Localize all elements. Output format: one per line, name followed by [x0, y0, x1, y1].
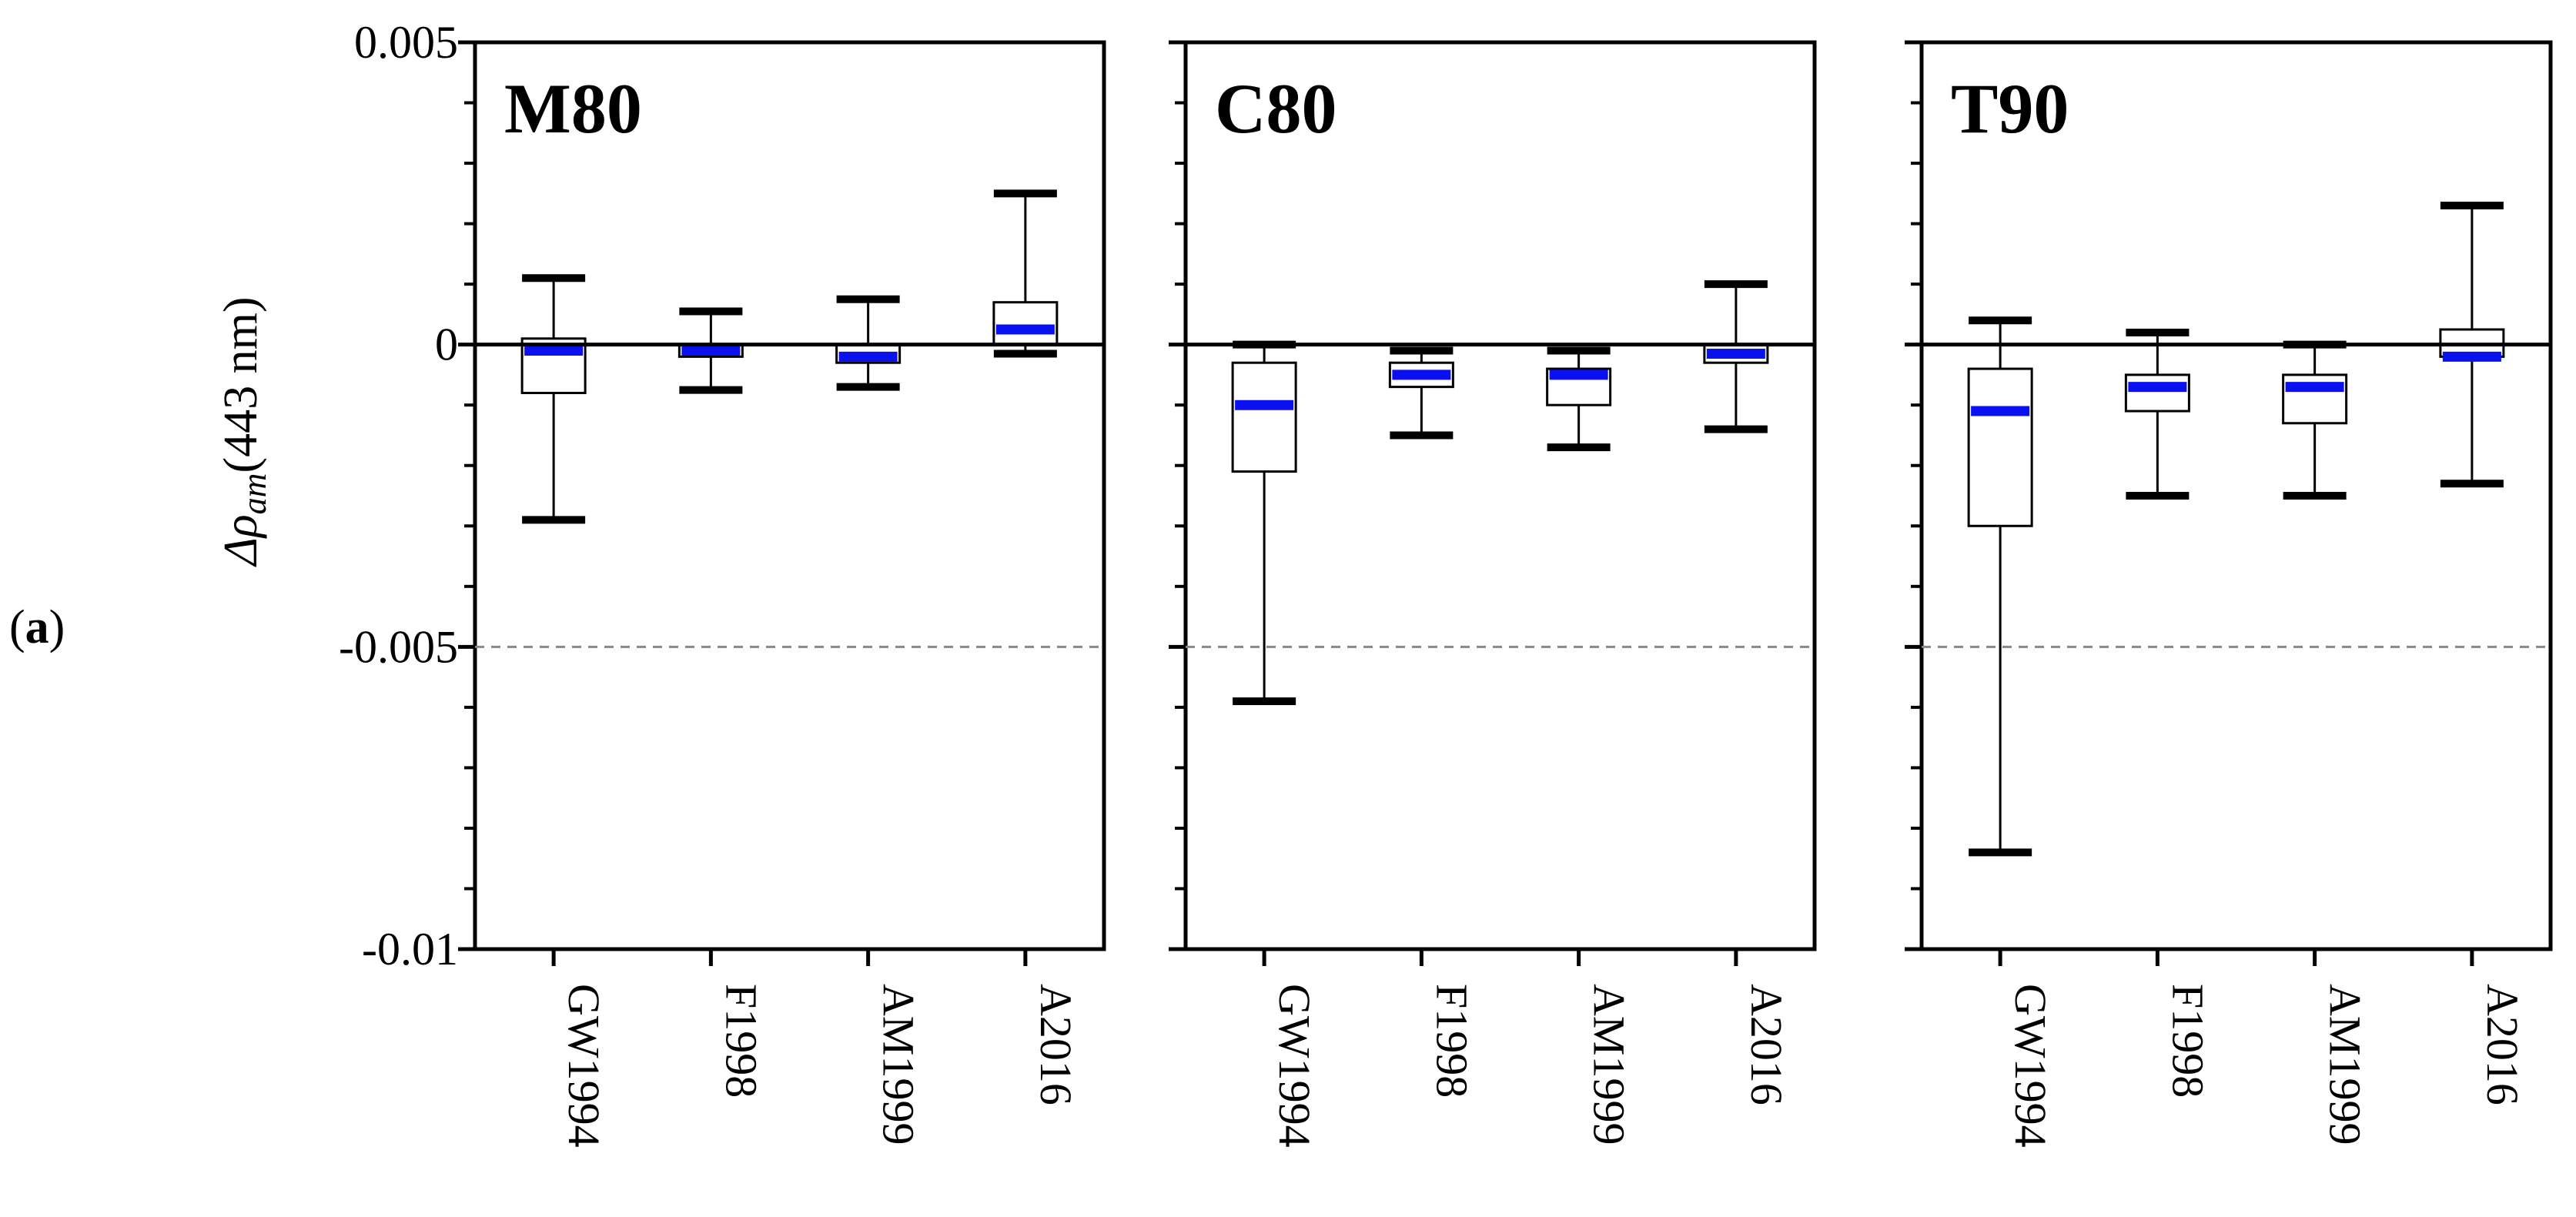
box-am1999	[1546, 346, 1612, 452]
y-tick-label: -0.01	[362, 924, 458, 975]
x-category-label: F1998	[2163, 984, 2213, 1098]
y-tick-label: -0.005	[339, 621, 458, 672]
y-axis-label-unit: (443 nm)	[215, 297, 267, 473]
box-iqr	[1231, 361, 1297, 473]
y-tick-label: 0.005	[354, 17, 458, 68]
x-category-label: F1998	[1427, 984, 1477, 1098]
box-am1999	[2282, 340, 2348, 500]
box-gw1994	[1231, 340, 1297, 706]
box-a2016	[1703, 280, 1769, 433]
box-gw1994	[1967, 316, 2033, 857]
box-gw1994	[520, 274, 587, 524]
panel-title: T90	[1951, 69, 2069, 148]
panel-t90: GW1994 F1998 AM1999 A2016 T90	[1905, 40, 2553, 1148]
box-f1998	[1388, 346, 1454, 440]
x-category-label: F1998	[716, 984, 766, 1098]
panels-group: 0.005 0 -0.005 -0.01 GW1994 F1998 AM1999 A2016 M…	[339, 17, 2553, 1148]
box-a2016	[992, 189, 1059, 358]
figure-label-open: (	[9, 601, 25, 654]
box-iqr	[992, 301, 1059, 346]
x-category-label: AM1999	[2320, 984, 2370, 1145]
y-axis-label-delta: Δ	[215, 537, 267, 567]
box-iqr	[1967, 367, 2033, 527]
panel-frame	[1183, 40, 1817, 951]
box-iqr	[2124, 373, 2190, 413]
figure-label-close: )	[49, 601, 65, 654]
panel-c80: GW1994 F1998 AM1999 A2016 C80	[1169, 40, 1817, 1148]
x-category-label: A2016	[2477, 984, 2527, 1105]
panel-title: C80	[1215, 69, 1337, 148]
panel-frame	[1919, 40, 2553, 951]
x-category-label: AM1999	[1584, 984, 1634, 1145]
x-category-label: GW1994	[2006, 984, 2056, 1148]
x-category-label: AM1999	[874, 984, 924, 1145]
y-axis-label-subscript: am	[236, 473, 273, 515]
x-category-label: A2016	[1741, 984, 1791, 1105]
y-tick-label: 0	[435, 319, 458, 370]
panel-frame	[473, 40, 1106, 951]
figure-label: (a)	[9, 601, 65, 654]
x-category-label: GW1994	[1270, 984, 1320, 1148]
x-category-label: A2016	[1031, 984, 1081, 1105]
y-axis-label: Δρam(443 nm)	[215, 297, 273, 568]
x-category-label: GW1994	[559, 984, 609, 1148]
panel-title: M80	[504, 69, 642, 148]
figure-label-letter: a	[25, 601, 49, 654]
panel-m80: 0.005 0 -0.005 -0.01 GW1994 F1998 AM1999 A2016 M…	[339, 17, 1106, 1148]
y-axis-label-rho: ρ	[215, 514, 267, 539]
box-f1998	[677, 307, 744, 394]
box-f1998	[2124, 328, 2190, 500]
